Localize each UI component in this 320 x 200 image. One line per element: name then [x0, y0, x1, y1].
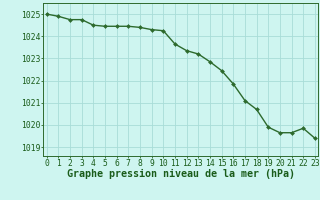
X-axis label: Graphe pression niveau de la mer (hPa): Graphe pression niveau de la mer (hPa): [67, 169, 295, 179]
